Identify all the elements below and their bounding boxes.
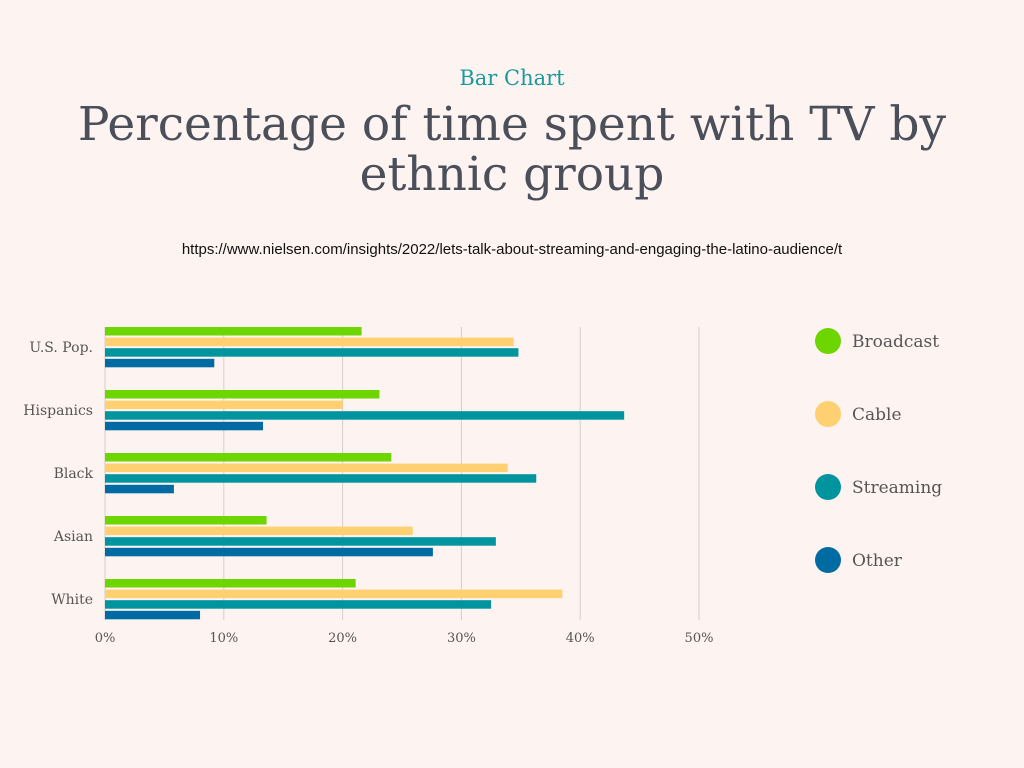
bar-cable	[105, 400, 343, 410]
bar-streaming	[105, 537, 496, 546]
category-label: U.S. Pop.	[29, 340, 93, 356]
bar-other	[105, 484, 174, 494]
bar-streaming	[105, 474, 537, 483]
legend-label: Broadcast	[852, 332, 939, 352]
legend-swatch-streaming	[815, 474, 841, 500]
x-tick-label: 50%	[685, 631, 714, 646]
legend-label: Streaming	[852, 478, 942, 498]
bar-broadcast	[105, 579, 356, 588]
bar-streaming	[105, 348, 519, 357]
category-label: Asian	[53, 529, 93, 545]
legend-swatch-cable	[815, 401, 841, 427]
x-tick-label: 40%	[566, 631, 595, 646]
chart-title: Percentage of time spent with TV by ethn…	[77, 97, 947, 202]
legend-swatch-broadcast	[815, 328, 841, 354]
legend-label: Other	[852, 551, 903, 571]
bar-broadcast	[105, 327, 362, 336]
x-tick-label: 0%	[95, 631, 116, 646]
bar-other	[105, 421, 264, 431]
bar-other	[105, 358, 215, 368]
category-label: Hispanics	[23, 403, 93, 419]
bar-cable	[105, 337, 514, 347]
bar-streaming	[105, 411, 625, 420]
legend-label: Cable	[852, 405, 902, 425]
bar-other	[105, 547, 433, 557]
x-tick-label: 30%	[447, 631, 476, 646]
category-label: Black	[54, 466, 94, 482]
legend-swatch-other	[815, 547, 841, 573]
x-tick-label: 10%	[209, 631, 238, 646]
chart-kicker: Bar Chart	[459, 66, 565, 90]
category-label: White	[51, 592, 93, 608]
bar-cable	[105, 526, 413, 536]
bar-cable	[105, 463, 508, 473]
bar-broadcast	[105, 390, 380, 399]
bar-streaming	[105, 600, 492, 609]
bar-broadcast	[105, 453, 392, 462]
bar-other	[105, 610, 201, 620]
bar-broadcast	[105, 516, 267, 525]
source-url: https://www.nielsen.com/insights/2022/le…	[181, 241, 843, 258]
x-tick-label: 20%	[328, 631, 357, 646]
bar-cable	[105, 589, 563, 599]
